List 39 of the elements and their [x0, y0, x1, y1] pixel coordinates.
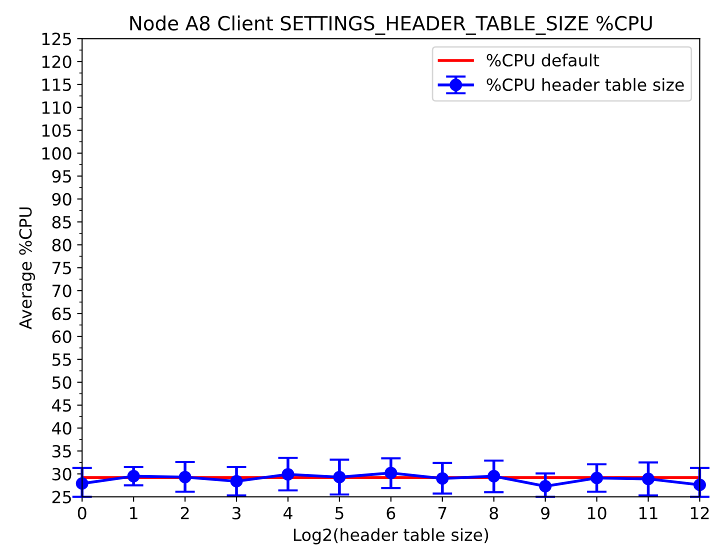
y-tick-label: 90 — [52, 192, 72, 206]
y-tick-label: 75 — [52, 262, 71, 274]
y-tick-label: 80 — [52, 238, 72, 252]
y-axis-title: Average %CPU — [19, 207, 36, 330]
x-tick-label: 0 — [78, 506, 86, 520]
x-axis-title: Log2(header table size) — [294, 528, 488, 544]
y-tick-label: 30 — [52, 468, 72, 480]
y-tick-label: 85 — [52, 216, 71, 228]
legend-label: %CPU default — [486, 54, 600, 67]
x-tick-label: 4 — [283, 507, 292, 520]
y-tick-label: 45 — [52, 399, 71, 412]
x-tick-label: 11 — [639, 507, 658, 520]
y-tick-label: 70 — [52, 284, 72, 298]
y-tick-label: 105 — [42, 124, 71, 137]
x-tick-label: 6 — [386, 506, 396, 520]
x-tick-label: 7 — [438, 507, 446, 520]
y-tick-label: 65 — [52, 308, 71, 320]
y-tick-label: 100 — [42, 147, 72, 160]
y-tick-label: 115 — [42, 78, 71, 92]
y-tick-label: 120 — [42, 56, 72, 68]
y-tick-label: 110 — [42, 101, 72, 114]
y-tick-label: 40 — [52, 422, 72, 435]
x-tick-label: 1 — [130, 507, 138, 520]
x-tick-label: 8 — [490, 506, 498, 520]
y-tick-label: 35 — [52, 444, 71, 458]
x-tick-label: 5 — [335, 507, 344, 520]
y-tick-label: 125 — [42, 32, 71, 46]
legend-label: %CPU header table size — [486, 78, 684, 92]
x-tick-label: 12 — [690, 506, 709, 520]
x-tick-label: 9 — [541, 506, 550, 520]
y-tick-label: 25 — [52, 490, 71, 504]
x-tick-label: 2 — [180, 506, 189, 520]
x-tick-label: 3 — [232, 506, 240, 520]
x-tick-label: 10 — [588, 506, 606, 520]
y-tick-label: 60 — [52, 330, 72, 344]
y-tick-label: 55 — [52, 354, 71, 366]
chart-title: Node A8 Client SETTINGS_HEADER_TABLE_SIZE %CPU — [130, 16, 652, 35]
y-tick-label: 50 — [52, 376, 72, 389]
y-tick-label: 95 — [52, 170, 71, 183]
